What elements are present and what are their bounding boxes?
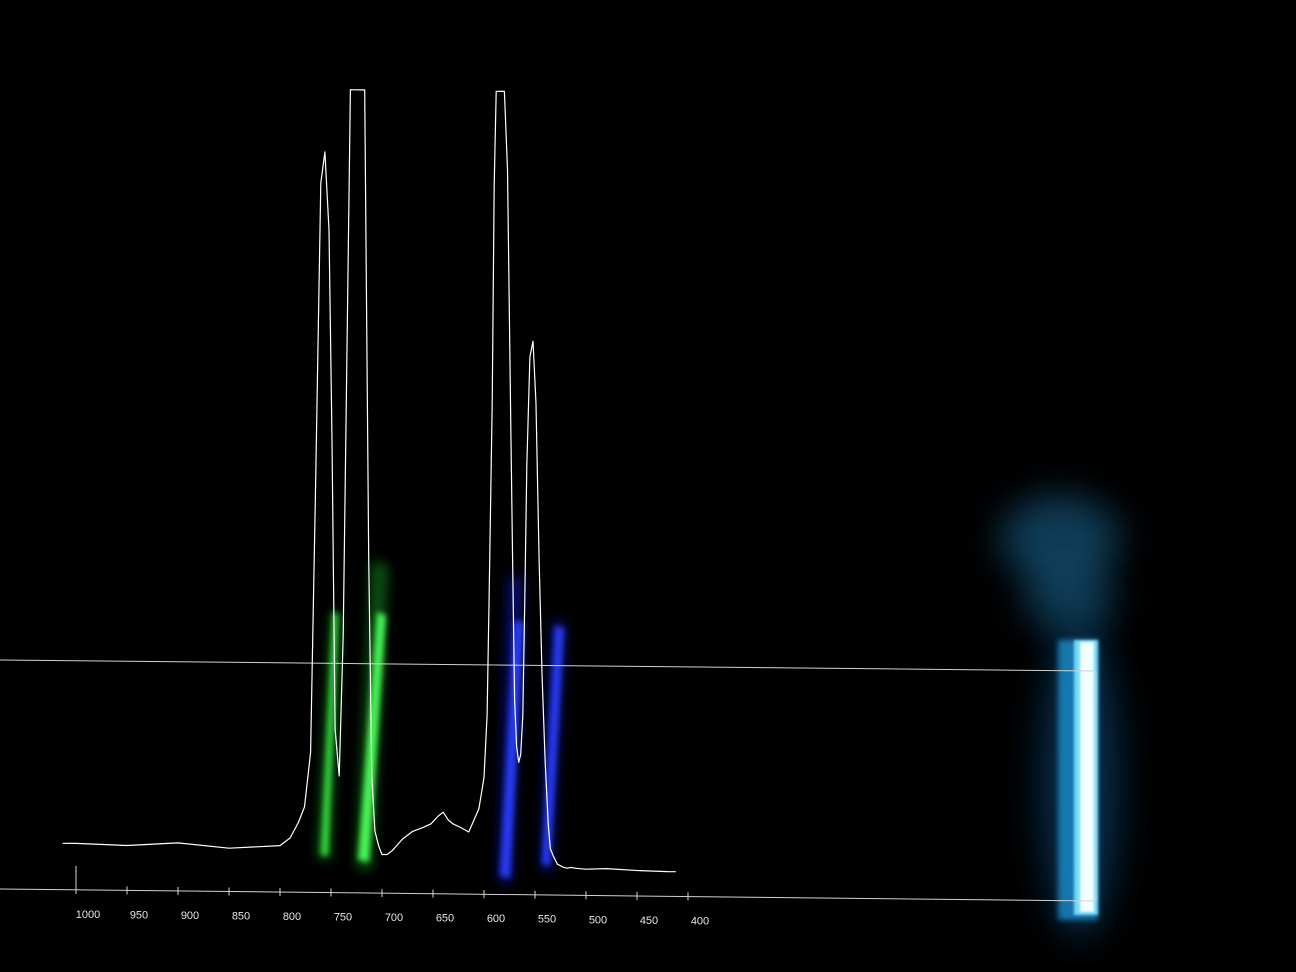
lower-guide-line (0, 888, 1097, 902)
blue-emission-line-left (498, 575, 524, 885)
cyan-emission-band (1000, 495, 1120, 940)
x-tick-label: 600 (487, 913, 505, 925)
x-tick-label: 450 (640, 915, 658, 927)
x-tick-label: 650 (436, 913, 454, 925)
calibration-frame (0, 659, 1097, 902)
x-tick-label: 700 (385, 912, 403, 924)
x-tick-label: 550 (538, 914, 556, 926)
upper-guide-line (0, 659, 1097, 672)
x-tick-label: 1000 (76, 909, 100, 921)
x-axis-ticks: 1000 950 900 850 800 750 700 650 600 550 500 450 400 (75, 885, 709, 927)
x-tick-label: 800 (283, 911, 301, 923)
x-tick-label: 850 (232, 910, 250, 922)
green-emission-line-right (356, 560, 388, 870)
spectrum-trace (62, 89, 676, 873)
x-tick-label: 900 (181, 910, 199, 922)
x-tick-label: 950 (130, 909, 148, 921)
x-tick-label: 400 (691, 915, 709, 927)
emission-lines (318, 495, 1120, 940)
x-tick-label: 750 (334, 912, 352, 924)
x-tick-label: 500 (589, 914, 607, 926)
